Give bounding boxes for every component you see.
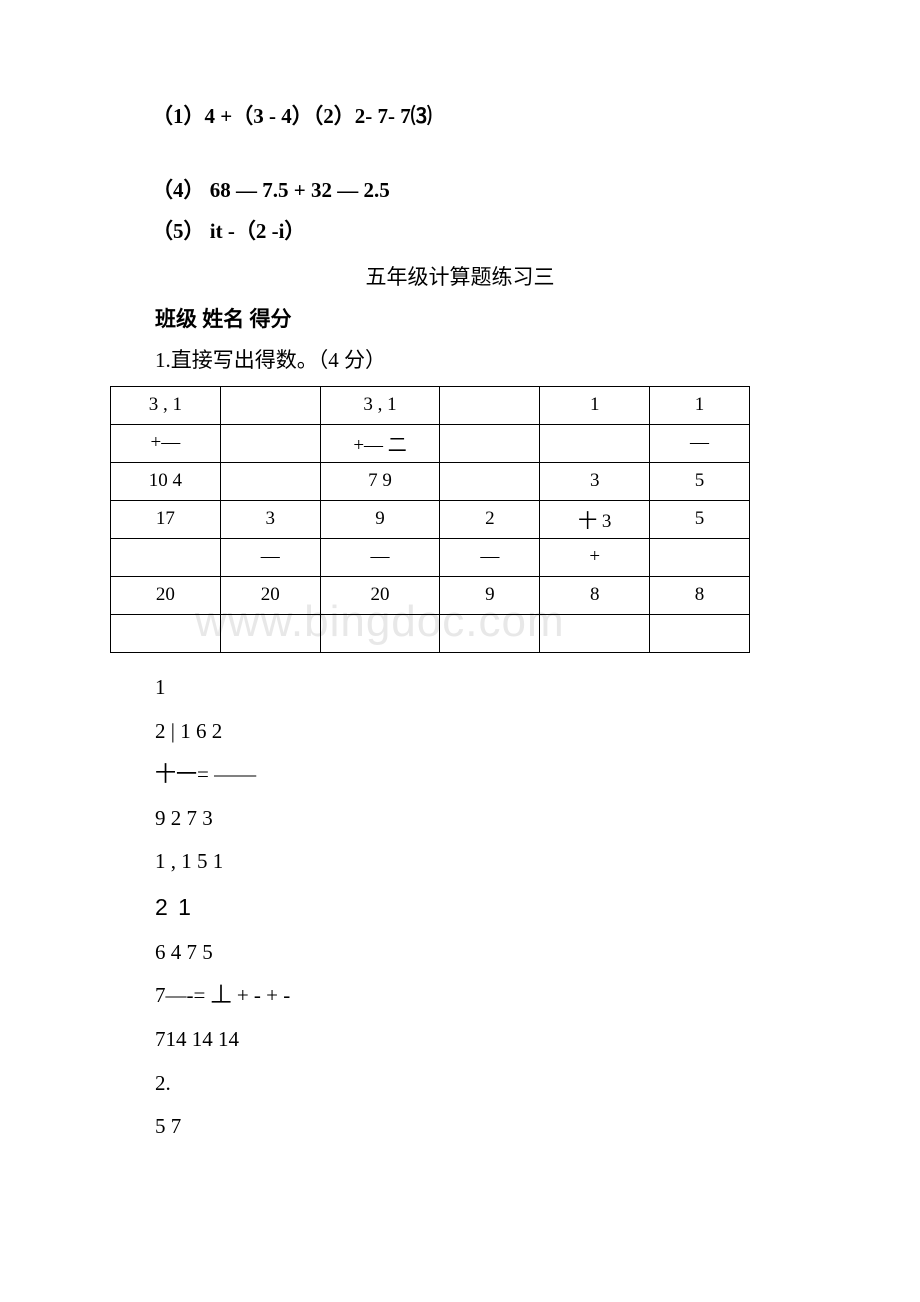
problem-3-marker: ⑶ <box>411 105 432 128</box>
table-cell <box>440 386 540 424</box>
table-cell <box>440 424 540 462</box>
text-list: 1 2 | 1 6 2 十一= —— 9 2 7 3 1 , 1 5 1 2 1… <box>110 671 810 1144</box>
table-cell: 17 <box>111 500 221 538</box>
table-cell: 1 <box>650 386 750 424</box>
text-line: 7—-= 丄 + - + - <box>155 979 810 1013</box>
table-cell <box>650 614 750 652</box>
table-cell: 8 <box>540 576 650 614</box>
table-row <box>111 614 750 652</box>
table-cell: +— <box>111 424 221 462</box>
table-cell: 8 <box>650 576 750 614</box>
table-cell <box>220 386 320 424</box>
table-cell: 20 <box>220 576 320 614</box>
table-cell <box>111 538 221 576</box>
table-cell: 2 <box>440 500 540 538</box>
table-cell: 20 <box>320 576 440 614</box>
problem-5: （5） it -（2 -i） <box>110 215 810 249</box>
table-cell: — <box>220 538 320 576</box>
table-cell: 10 4 <box>111 462 221 500</box>
answer-table: 3 , 1 3 , 1 1 1 +— +— 二 — 10 4 7 9 3 5 1… <box>110 386 750 653</box>
table-cell: 3 , 1 <box>111 386 221 424</box>
table-cell: 5 <box>650 500 750 538</box>
text-line: 2 | 1 6 2 <box>155 715 810 749</box>
problem-1-2: （1）4 +（3 - 4）（2）2- 7- 7⑶ <box>110 100 810 134</box>
text-line: 6 4 7 5 <box>155 936 810 970</box>
table-cell <box>320 614 440 652</box>
table-cell: — <box>650 424 750 462</box>
table-cell <box>220 462 320 500</box>
table-row: 3 , 1 3 , 1 1 1 <box>111 386 750 424</box>
table-cell: 1 <box>540 386 650 424</box>
table-cell <box>220 614 320 652</box>
table-cell <box>650 538 750 576</box>
table-cell <box>220 424 320 462</box>
text-line: 9 2 7 3 <box>155 802 810 836</box>
section-title: 五年级计算题练习三 <box>110 261 810 291</box>
document-content: （1）4 +（3 - 4）（2）2- 7- 7⑶ （4） 68 — 7.5 + … <box>110 100 810 1144</box>
problem-1-2-text: （1）4 +（3 - 4）（2）2- 7- 7 <box>152 104 411 128</box>
table-cell: +— 二 <box>320 424 440 462</box>
table-cell <box>540 614 650 652</box>
table-cell: + <box>540 538 650 576</box>
table-cell: 十 3 <box>540 500 650 538</box>
table-cell: 7 9 <box>320 462 440 500</box>
table-row: +— +— 二 — <box>111 424 750 462</box>
table-row: 17 3 9 2 十 3 5 <box>111 500 750 538</box>
table-cell: 9 <box>320 500 440 538</box>
table-cell: 3 , 1 <box>320 386 440 424</box>
text-line: 2 1 <box>155 889 810 926</box>
table-cell: 20 <box>111 576 221 614</box>
table-cell <box>440 462 540 500</box>
table-row: — — — + <box>111 538 750 576</box>
header-line: 班级 姓名 得分 <box>110 303 810 337</box>
table-cell: — <box>440 538 540 576</box>
table-cell: — <box>320 538 440 576</box>
text-line: 714 14 14 <box>155 1023 810 1057</box>
table-row: 10 4 7 9 3 5 <box>111 462 750 500</box>
question-1: 1.直接写出得数。（4 分） <box>110 344 810 378</box>
table-cell: 3 <box>220 500 320 538</box>
text-line: 1 <box>155 671 810 705</box>
text-line: 5 7 <box>155 1110 810 1144</box>
table-cell <box>111 614 221 652</box>
table-cell: 5 <box>650 462 750 500</box>
problem-4: （4） 68 — 7.5 + 32 — 2.5 <box>110 174 810 208</box>
text-line: 2. <box>155 1067 810 1101</box>
text-line: 十一= —— <box>155 758 810 792</box>
table-cell: 3 <box>540 462 650 500</box>
table-row: 20 20 20 9 8 8 <box>111 576 750 614</box>
table-cell <box>440 614 540 652</box>
table-cell: 9 <box>440 576 540 614</box>
table-cell <box>540 424 650 462</box>
text-line: 1 , 1 5 1 <box>155 845 810 879</box>
